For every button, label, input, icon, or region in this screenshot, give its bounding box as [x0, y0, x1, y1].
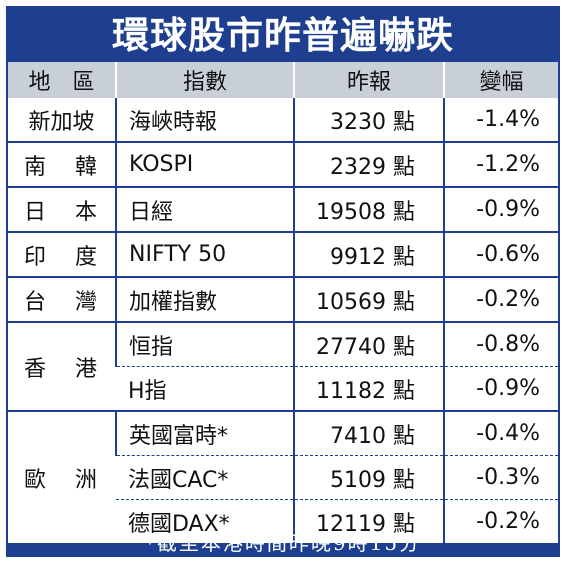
- region-cell: 歐洲: [8, 410, 116, 543]
- region-cell: 南韓: [8, 141, 116, 187]
- index-name: 恒指: [115, 321, 294, 367]
- index-name: 日經: [115, 186, 294, 232]
- change-value: -1.2%: [443, 141, 558, 187]
- change-value: -0.9%: [443, 186, 558, 232]
- header-index: 指數: [115, 62, 294, 98]
- table-row: 新加坡 海峽時報 3230 點 -1.4%: [8, 98, 558, 142]
- index-name: H指: [116, 366, 294, 411]
- header-change: 變幅: [443, 62, 558, 98]
- table-row: 香港 恒指 27740 點 -0.8%: [8, 321, 558, 411]
- table-row: 法國CAC* 5109 點 -0.3%: [8, 455, 558, 500]
- region-char: 灣: [74, 289, 97, 315]
- region-cell: 新加坡: [8, 98, 116, 142]
- table-row: 日本 日經 19508 點 -0.9%: [8, 186, 558, 232]
- region-char: 度: [74, 244, 97, 270]
- index-name: 德國DAX*: [116, 499, 294, 543]
- region-cell: 台灣: [8, 276, 116, 322]
- close-value: 10569 點: [293, 276, 444, 322]
- change-value: -0.2%: [443, 276, 558, 322]
- table-row: 德國DAX* 12119 點 -0.2%: [8, 499, 558, 543]
- close-value: 3230 點: [293, 98, 444, 142]
- table-row: 印度 NIFTY 50 9912 點 -0.6%: [8, 231, 558, 277]
- close-value: 5109 點: [293, 455, 444, 500]
- region-char: 香: [24, 356, 47, 382]
- region-char: 印: [24, 244, 47, 270]
- region-char: 日: [24, 199, 47, 225]
- region-char: 韓: [74, 154, 97, 180]
- close-value: 19508 點: [293, 186, 444, 232]
- table-row: 歐洲 英國富時* 7410 點 -0.4%: [8, 410, 558, 543]
- stock-table-graphic: 環球股市昨普遍嚇跌 地 區 指數 昨報 變幅 新加坡 海峽時報 3230: [6, 6, 560, 557]
- region-char: 歐: [24, 467, 47, 493]
- market-table: 地 區 指數 昨報 變幅 新加坡 海峽時報 3230 點 -1.4%: [8, 62, 558, 543]
- region-char: 台: [24, 289, 47, 315]
- index-name: 加權指數: [115, 276, 294, 322]
- index-name: 海峽時報: [115, 98, 294, 142]
- close-value: 12119 點: [293, 499, 444, 543]
- region-cell: 印度: [8, 231, 116, 277]
- close-value: 11182 點: [293, 366, 444, 411]
- footnote: *截至本港時間昨晚9時15分: [144, 530, 422, 555]
- index-name: 英國富時*: [115, 410, 294, 456]
- index-name: KOSPI: [115, 141, 294, 187]
- region-label: 新: [28, 109, 51, 135]
- index-name: 法國CAC*: [116, 455, 294, 500]
- region-char: 洲: [74, 467, 97, 493]
- header-close: 昨報: [293, 62, 444, 98]
- table-row: 台灣 加權指數 10569 點 -0.2%: [8, 276, 558, 322]
- header-region: 地 區: [8, 62, 116, 98]
- change-value: -0.8%: [443, 321, 558, 367]
- change-value: -0.3%: [443, 455, 558, 500]
- region-cell: 日本: [8, 186, 116, 232]
- header-row: 地 區 指數 昨報 變幅: [8, 62, 558, 98]
- close-value: 2329 點: [293, 141, 444, 187]
- change-value: -0.6%: [443, 231, 558, 277]
- table-row: 南韓 KOSPI 2329 點 -1.2%: [8, 141, 558, 187]
- region-char: 港: [74, 356, 97, 382]
- headline: 環球股市昨普遍嚇跌: [112, 14, 454, 57]
- table-row: H指 11182 點 -0.9%: [8, 366, 558, 411]
- change-value: -0.4%: [443, 410, 558, 456]
- index-name: NIFTY 50: [115, 231, 294, 277]
- change-value: -0.9%: [443, 366, 558, 411]
- region-label: 加坡: [50, 109, 95, 135]
- close-value: 9912 點: [293, 231, 444, 277]
- region-char: 南: [24, 154, 47, 180]
- region-cell: 香港: [8, 321, 116, 411]
- change-value: -1.4%: [443, 98, 558, 142]
- change-value: -0.2%: [443, 499, 558, 543]
- region-char: 本: [74, 199, 97, 225]
- close-value: 27740 點: [293, 321, 444, 367]
- close-value: 7410 點: [293, 410, 444, 456]
